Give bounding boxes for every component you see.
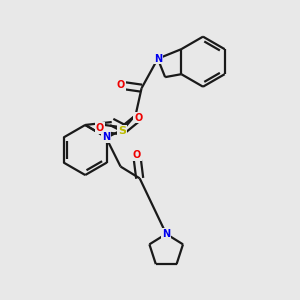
Text: O: O (133, 150, 141, 160)
Text: O: O (117, 80, 125, 90)
Text: N: N (154, 54, 162, 64)
Text: N: N (162, 229, 170, 239)
Text: O: O (96, 123, 104, 133)
Text: O: O (134, 112, 142, 123)
Text: N: N (102, 132, 110, 142)
Text: S: S (118, 126, 126, 136)
